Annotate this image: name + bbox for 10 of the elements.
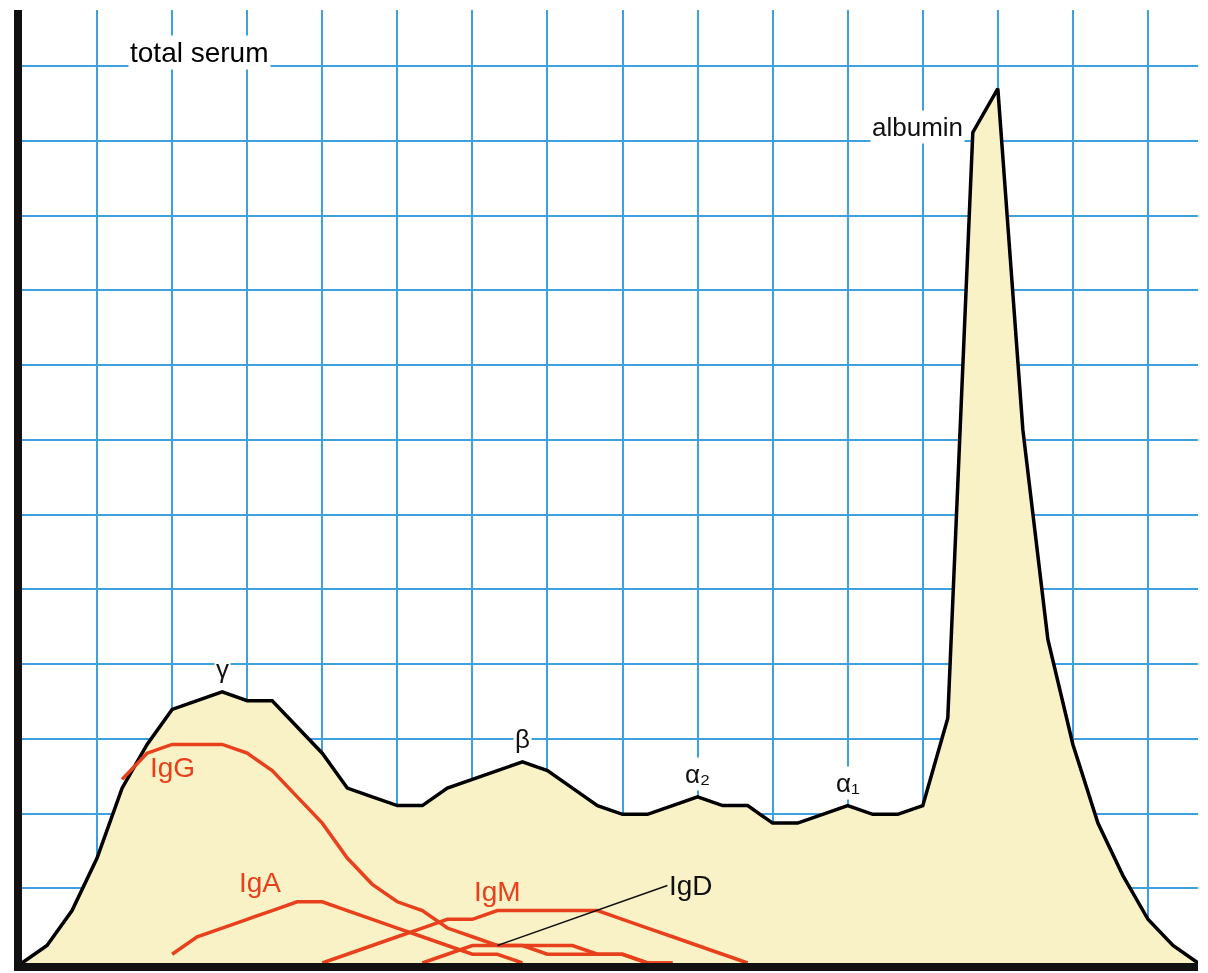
text: total serum [130, 37, 269, 68]
annotation: albumin [872, 112, 964, 142]
annotation: α₂ [685, 759, 711, 789]
annotation: α₁ [836, 768, 861, 798]
text: IgD [669, 870, 713, 901]
series-label: IgA [239, 867, 282, 898]
series-label: IgG [150, 752, 196, 783]
annotation: β [515, 724, 530, 754]
annotation: γ [216, 654, 229, 684]
series-label: IgM [474, 876, 521, 907]
